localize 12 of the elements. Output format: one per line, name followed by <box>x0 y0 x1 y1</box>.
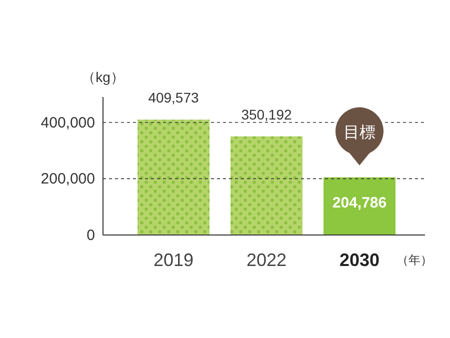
y-tick-label: 0 <box>86 227 95 244</box>
annotation: 目標 <box>344 123 376 142</box>
data-label: 204,786 <box>332 194 387 212</box>
x-tick-label: 2022 <box>246 250 287 270</box>
x-tick-label: 2019 <box>153 250 194 270</box>
y-tick-label: 400,000 <box>40 114 95 132</box>
data-label: 350,192 <box>241 106 292 122</box>
data-label: 409,573 <box>148 90 200 106</box>
y-axis-title: （kg） <box>82 69 124 85</box>
x-axis-title: （年） <box>396 253 432 267</box>
x-tick-label: 2030 <box>339 250 380 270</box>
y-tick-label: 200,000 <box>40 170 95 188</box>
